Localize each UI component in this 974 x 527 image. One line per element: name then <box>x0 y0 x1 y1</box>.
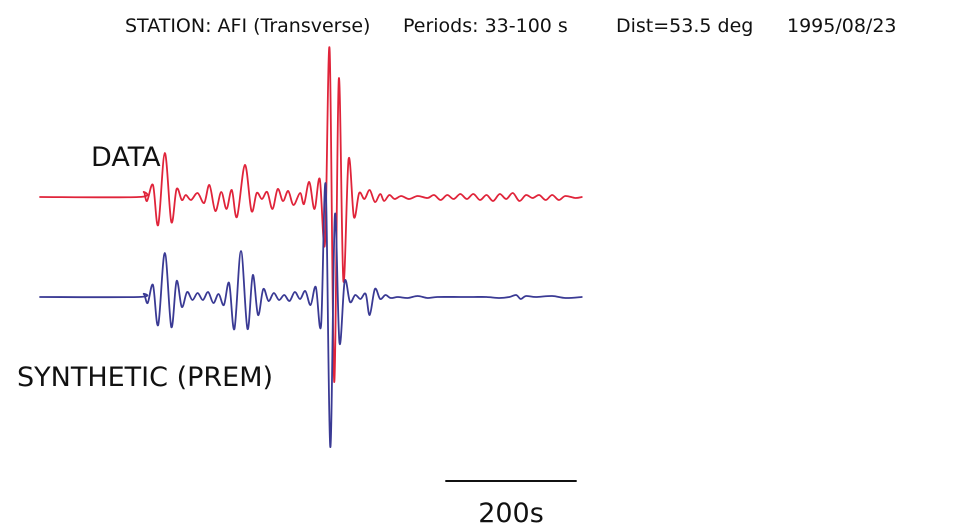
station-label: STATION: AFI (Transverse) <box>125 15 370 37</box>
date-label: 1995/08/23 <box>787 15 897 37</box>
header: STATION: AFI (Transverse) Periods: 33-10… <box>125 15 897 37</box>
periods-label: Periods: 33-100 s <box>403 15 568 37</box>
scale-bar-label: 200s <box>478 498 544 527</box>
distance-label: Dist=53.5 deg <box>616 15 753 37</box>
data-trace <box>39 46 583 383</box>
scale-bar: 200s <box>445 480 577 527</box>
synthetic-trace <box>39 182 583 448</box>
series-label-synthetic: SYNTHETIC (PREM) <box>17 362 273 393</box>
series-label-data: DATA <box>91 142 161 173</box>
